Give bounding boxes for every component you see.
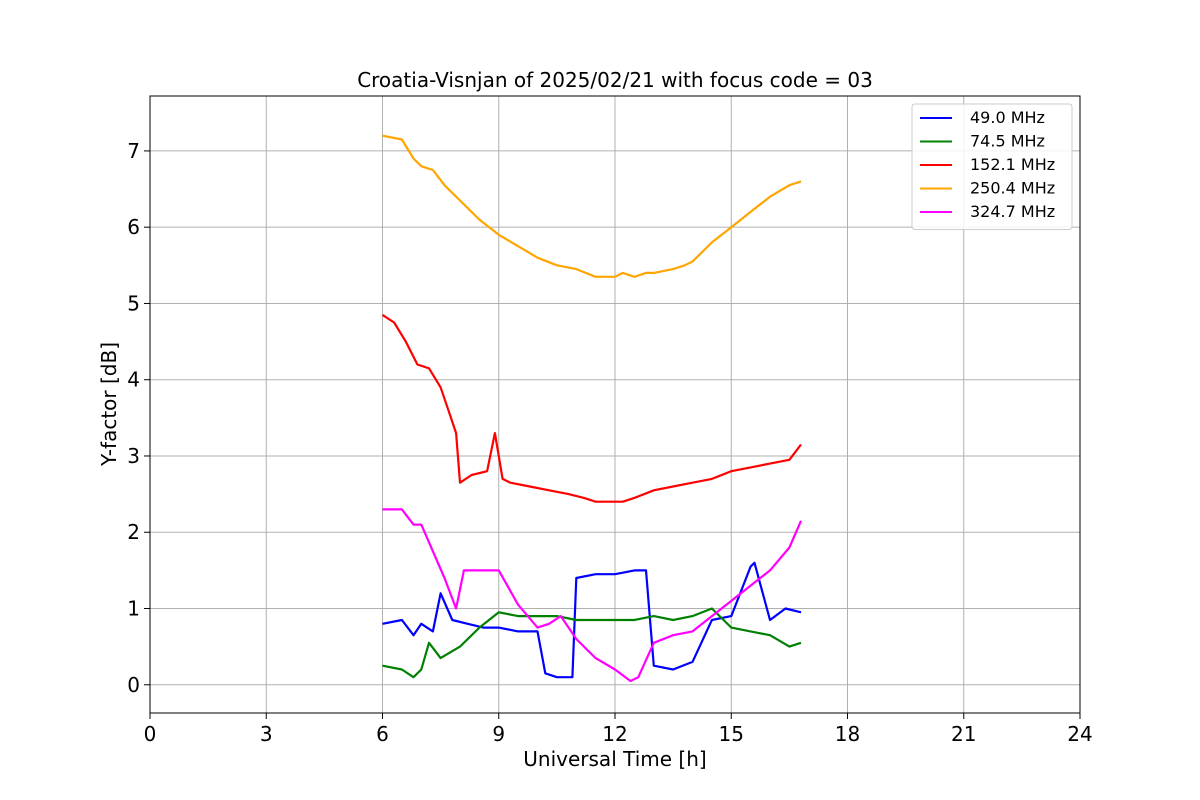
x-tick-label: 24 [1067,722,1092,746]
x-tick-label: 0 [144,722,157,746]
x-axis-label: Universal Time [h] [523,747,706,771]
series-line-3 [382,134,802,278]
series-line-1 [382,607,802,679]
y-tick-label: 4 [127,368,140,392]
y-tick-label: 3 [127,444,140,468]
x-tick-label: 9 [492,722,505,746]
y-tick-label: 1 [127,597,140,621]
x-tick-label: 15 [719,722,744,746]
grid-lines [149,96,1081,713]
series-line-2 [381,313,802,503]
y-tick-label: 0 [127,673,140,697]
y-tick-label: 5 [127,291,140,315]
legend-entry: 152.1 MHz [970,155,1055,174]
x-tick-label: 12 [602,722,627,746]
y-axis-label: Y-factor [dB] [97,342,121,467]
x-tick-label: 3 [260,722,273,746]
y-tick-label: 6 [127,215,140,239]
legend-entry: 324.7 MHz [970,202,1055,221]
x-tick-label: 18 [835,722,860,746]
series-line-4 [382,508,803,683]
legend: 49.0 MHz 74.5 MHz 152.1 MHz 250.4 MHz 324.7 … [911,103,1073,230]
y-tick-label: 7 [127,139,140,163]
series-line-0 [382,561,802,679]
legend-entry: 74.5 MHz [970,132,1045,151]
x-tick-label: 21 [951,722,976,746]
x-tick-label: 6 [376,722,389,746]
series-layer [381,134,803,683]
y-tick-label: 2 [127,520,140,544]
legend-box [911,103,1073,230]
legend-entry: 250.4 MHz [970,179,1055,198]
legend-entry: 49.0 MHz [970,108,1045,127]
chart-title: Croatia-Visnjan of 2025/02/21 with focus… [357,68,873,92]
